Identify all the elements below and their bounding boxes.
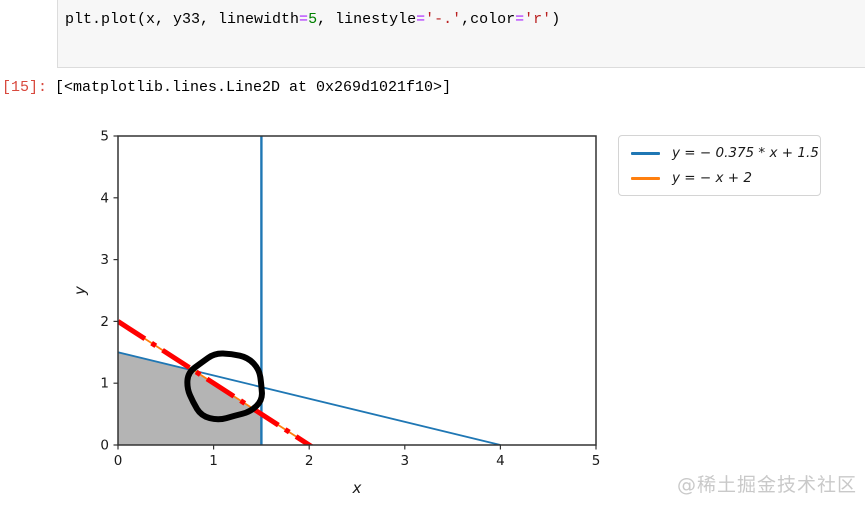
legend-label: y = − 0.375 * x + 1.5 — [672, 145, 819, 161]
output-prompt: [15]: — [2, 79, 48, 96]
code-token-operator: = — [416, 11, 426, 28]
code-token-plain: , linestyle — [317, 11, 417, 28]
code-token-plain: ) — [551, 11, 561, 28]
x-tick-label: 4 — [496, 453, 505, 469]
watermark: @稀土掘金技术社区 — [676, 474, 857, 496]
x-tick-label: 3 — [401, 453, 410, 469]
y-tick-label: 3 — [100, 252, 109, 268]
chart-plot-area: 0 1 2 3 4 5 0 1 2 3 4 5 x y — [71, 129, 601, 498]
y-tick-label: 4 — [100, 190, 109, 206]
y-tick-label: 1 — [100, 376, 109, 392]
legend-entry: y = − 0.375 * x + 1.5 — [631, 145, 819, 161]
output-text: [<matplotlib.lines.Line2D at 0x269d1021f… — [55, 79, 452, 96]
code-token-operator: = — [299, 11, 309, 28]
x-tick-label: 0 — [114, 453, 123, 469]
series-line-0 — [118, 351, 501, 445]
code-token-plain: plt.plot(x, y33, linewidth — [65, 11, 300, 28]
x-axis-label: x — [352, 479, 362, 497]
x-tick-label: 5 — [592, 453, 601, 469]
code-token-number: 5 — [308, 11, 318, 28]
axes-spines — [117, 135, 597, 446]
hand-drawn-circle-annotation — [184, 350, 265, 423]
code-token-string: '-.' — [425, 11, 462, 28]
legend-label: y = − x + 2 — [672, 170, 752, 186]
y-tick-label: 0 — [100, 438, 109, 454]
code-token-operator: = — [515, 11, 525, 28]
legend-line-sample — [631, 176, 660, 180]
series-line-3 — [118, 319, 314, 445]
code-token-plain: ,color — [461, 11, 516, 28]
chart-legend: y = − 0.375 * x + 1.5 y = − x + 2 — [618, 135, 821, 196]
code-line[interactable]: plt.plot(x, y33, linewidth=5, linestyle=… — [65, 11, 560, 28]
x-tick-label: 2 — [305, 453, 314, 469]
y-tick-label: 2 — [100, 314, 109, 330]
legend-line-sample — [631, 151, 660, 155]
y-axis-label: y — [71, 285, 89, 296]
legend-entry: y = − x + 2 — [631, 170, 810, 186]
code-cell[interactable]: plt.plot(x, y33, linewidth=5, linestyle=… — [57, 0, 865, 68]
y-tick-label: 5 — [100, 129, 109, 145]
code-token-string: 'r' — [524, 11, 552, 28]
x-tick-label: 1 — [209, 453, 218, 469]
